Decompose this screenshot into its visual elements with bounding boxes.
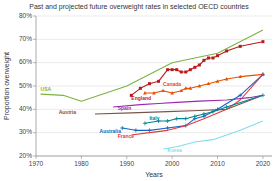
y-tick-label: 20% xyxy=(19,152,32,159)
x-tick-label: 1970 xyxy=(29,160,44,167)
x-tick xyxy=(217,156,218,159)
y-tick-label: 30% xyxy=(19,128,32,135)
series-line xyxy=(145,95,263,123)
x-tick xyxy=(172,156,173,159)
grid-line xyxy=(36,39,272,40)
point-marker xyxy=(202,59,205,62)
point-marker xyxy=(166,119,170,123)
point-marker xyxy=(225,50,228,53)
point-marker xyxy=(225,105,229,109)
grid-line xyxy=(36,86,272,87)
point-marker xyxy=(202,112,206,116)
x-tick xyxy=(262,156,263,159)
series-line xyxy=(95,95,263,114)
series-line xyxy=(41,30,263,101)
y-tick xyxy=(33,16,36,17)
point-marker xyxy=(238,75,242,78)
plot-area xyxy=(41,30,265,149)
series-line xyxy=(131,74,263,135)
point-marker xyxy=(175,68,178,71)
chart: 20% 30% 40% 50% 60% 70% 80% 1970 1980 1990 2000 201… xyxy=(0,0,278,181)
point-marker xyxy=(134,128,138,132)
point-marker xyxy=(180,71,183,74)
point-marker xyxy=(261,40,264,43)
point-marker xyxy=(207,57,210,60)
point-marker xyxy=(198,84,202,87)
point-marker xyxy=(189,68,192,71)
point-marker xyxy=(143,91,147,94)
point-marker xyxy=(171,68,174,71)
series-line xyxy=(131,42,263,96)
y-tick xyxy=(33,86,36,87)
x-tick xyxy=(126,156,127,159)
point-marker xyxy=(152,91,156,94)
point-marker xyxy=(239,45,242,48)
series-label: France xyxy=(118,133,135,139)
y-tick xyxy=(33,39,36,40)
x-tick-label: 2010 xyxy=(210,160,225,167)
grid-line xyxy=(36,62,272,63)
title: Past and projected future overweight rat… xyxy=(29,3,249,11)
y-axis-label: Proportion overweight xyxy=(3,52,11,120)
point-marker xyxy=(261,93,265,97)
point-marker xyxy=(212,57,215,60)
point-marker xyxy=(189,86,193,89)
point-marker xyxy=(184,71,187,74)
point-marker xyxy=(147,128,151,132)
y-tick-label: 60% xyxy=(19,58,32,65)
grid-line xyxy=(36,16,272,17)
point-marker xyxy=(175,117,179,121)
x-tick-label: 2000 xyxy=(165,160,180,167)
series-label: USA xyxy=(41,86,52,92)
point-marker xyxy=(157,80,160,83)
series-label: Italy xyxy=(149,115,159,121)
point-marker xyxy=(216,54,219,57)
series-line xyxy=(122,74,263,130)
point-marker xyxy=(184,117,188,121)
y-tick xyxy=(33,132,36,133)
point-marker xyxy=(211,110,215,114)
point-marker xyxy=(143,121,147,125)
point-marker xyxy=(161,89,165,92)
point-marker xyxy=(184,86,188,89)
series-label: Spain xyxy=(118,105,132,111)
grid-line xyxy=(36,156,272,157)
x-tick-label: 2020 xyxy=(256,160,271,167)
series-label: England xyxy=(131,95,151,101)
point-marker xyxy=(139,87,142,90)
point-marker xyxy=(193,114,197,118)
point-marker xyxy=(179,89,183,92)
x-tick-label: 1980 xyxy=(74,160,89,167)
series-label: Canada xyxy=(163,81,181,87)
point-marker xyxy=(198,64,201,67)
point-marker xyxy=(225,77,229,80)
x-tick xyxy=(81,156,82,159)
point-marker xyxy=(207,82,211,85)
x-axis-label: Years xyxy=(145,171,163,178)
series-line xyxy=(163,121,263,149)
y-tick-label: 50% xyxy=(19,82,32,89)
series-label: Austria xyxy=(59,109,76,115)
point-marker xyxy=(166,68,169,71)
point-marker xyxy=(148,82,151,85)
y-tick-label: 40% xyxy=(19,105,32,112)
x-axis xyxy=(36,156,272,157)
x-tick-label: 1990 xyxy=(120,160,135,167)
y-axis xyxy=(36,16,37,156)
y-tick-label: 80% xyxy=(19,12,32,19)
y-tick xyxy=(33,156,36,157)
y-tick-label: 70% xyxy=(19,35,32,42)
point-marker xyxy=(166,126,170,130)
point-marker xyxy=(238,93,242,97)
point-marker xyxy=(170,91,174,94)
point-marker xyxy=(193,66,196,69)
x-tick xyxy=(36,156,37,159)
series-label: Korea xyxy=(168,147,182,153)
point-marker xyxy=(216,79,220,82)
y-tick xyxy=(33,109,36,110)
y-tick xyxy=(33,62,36,63)
